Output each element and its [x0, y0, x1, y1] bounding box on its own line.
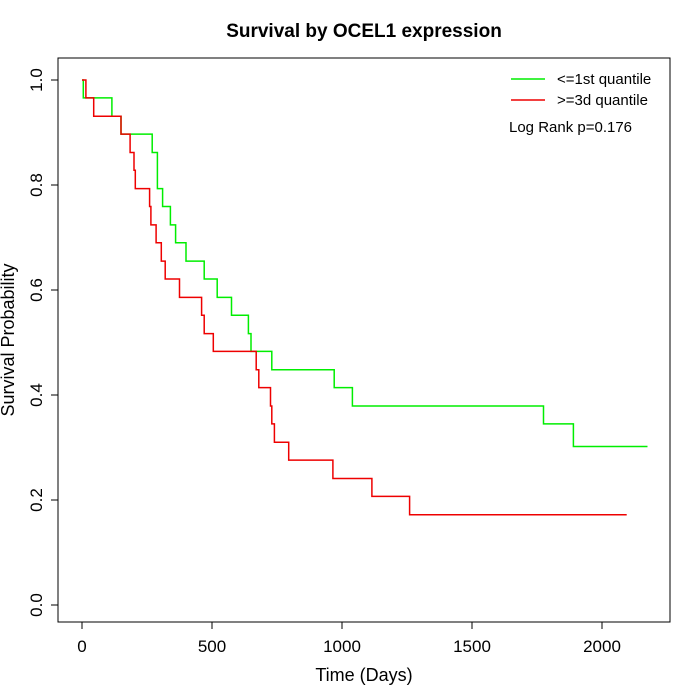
plot-frame [57, 57, 671, 623]
chart-title: Survival by OCEL1 expression [226, 21, 502, 42]
x-axis-label: Time (Days) [315, 665, 412, 685]
survival-curve-low [82, 79, 648, 448]
survival-curve-high [82, 79, 627, 516]
legend-label-high: >=3d quantile [557, 92, 648, 109]
x-axis: 0 500 1000 1500 2000 [77, 621, 621, 656]
x-tick-label: 1500 [453, 637, 491, 656]
y-tick-label: 0.4 [27, 383, 46, 407]
series-layer [82, 79, 648, 516]
x-tick-label: 1000 [323, 637, 361, 656]
y-tick-label: 0.0 [27, 593, 46, 617]
x-tick-label: 500 [198, 637, 226, 656]
legend-label-low: <=1st quantile [557, 71, 651, 88]
y-axis-label: Survival Probability [0, 263, 18, 416]
log-rank-annotation: Log Rank p=0.176 [509, 119, 632, 136]
y-axis: 0.0 0.2 0.4 0.6 0.8 1.0 [27, 68, 59, 617]
x-tick-label: 2000 [583, 637, 621, 656]
y-tick-label: 0.6 [27, 278, 46, 302]
x-tick-label: 0 [77, 637, 86, 656]
y-tick-label: 1.0 [27, 68, 46, 92]
y-tick-label: 0.8 [27, 173, 46, 197]
y-tick-label: 0.2 [27, 488, 46, 512]
legend: <=1st quantile >=3d quantile [511, 71, 651, 109]
